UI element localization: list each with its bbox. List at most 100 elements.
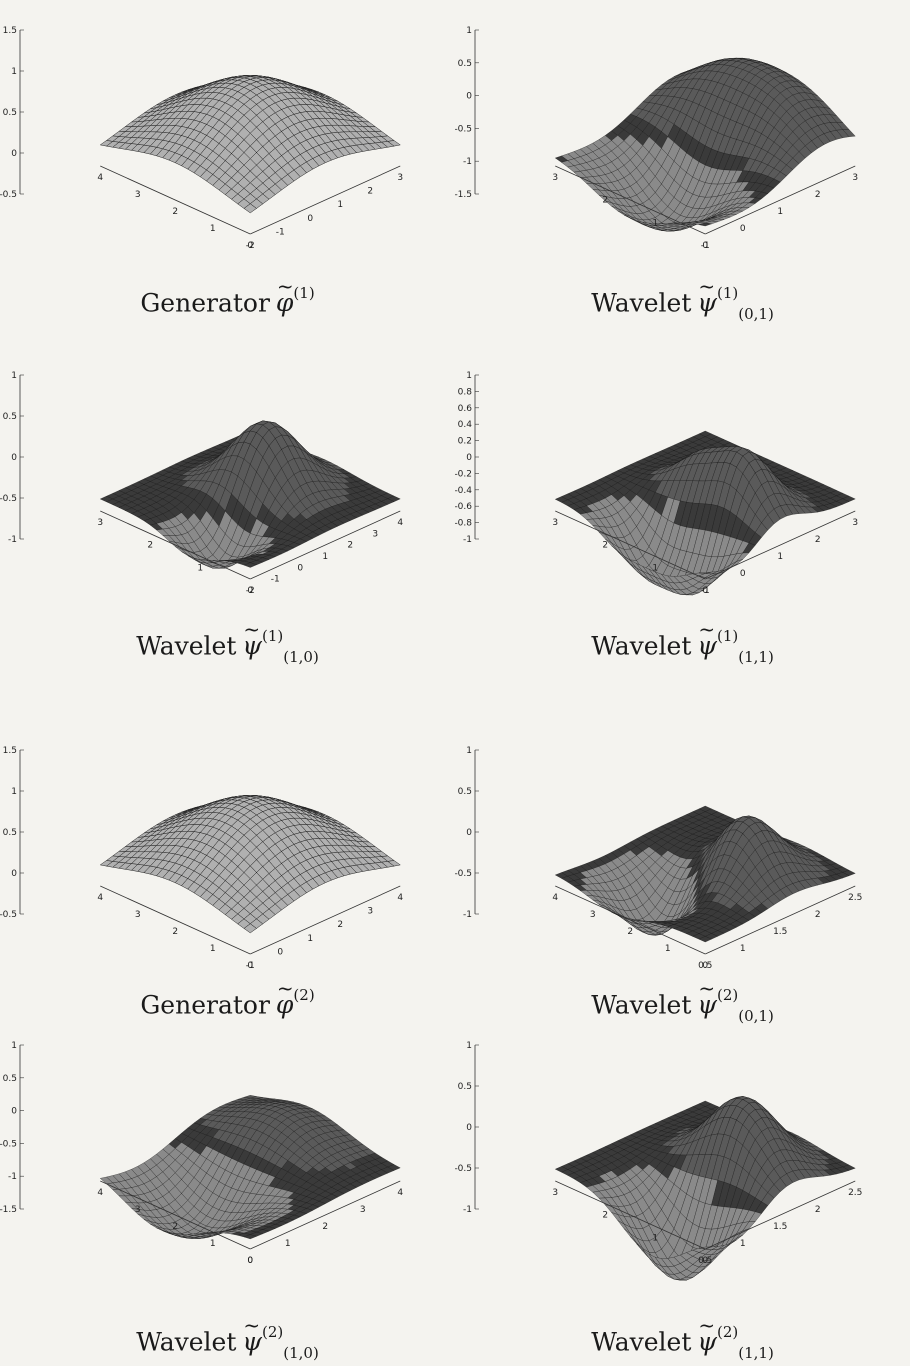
z-tick-label: 1 <box>11 787 17 797</box>
x-tick-label: 2 <box>815 1205 821 1215</box>
y-tick-label: 3 <box>552 173 558 183</box>
y-tick-label: 3 <box>552 1188 558 1198</box>
z-tick-label: 0.5 <box>3 412 17 422</box>
z-tick-label: 0.5 <box>458 1082 472 1092</box>
caption-label: Generator <box>140 288 270 317</box>
z-tick-label: -0.5 <box>0 910 17 920</box>
caption-symbol: ~φ <box>276 288 294 318</box>
caption-subscript: (1,0) <box>283 648 319 666</box>
x-tick-label: 1 <box>307 934 313 944</box>
z-tick-label: -1.5 <box>0 1205 17 1215</box>
x-tick-label: -1 <box>246 961 255 971</box>
y-tick-label: 3 <box>590 910 596 920</box>
figure-caption-3: Wavelet~ψ(1)(1,0) <box>0 625 455 670</box>
z-tick-label: -0.5 <box>0 1139 17 1149</box>
caption-subscript: (1,1) <box>738 1344 774 1362</box>
x-tick-label: 1 <box>322 552 328 562</box>
z-tick-label: -1 <box>463 535 472 545</box>
caption-superscript: (2) <box>717 986 738 1004</box>
z-tick-label: -0.5 <box>455 869 472 879</box>
caption-superscript: (2) <box>262 1323 283 1341</box>
caption-label: Wavelet <box>591 1327 691 1356</box>
y-tick-label: 3 <box>135 910 141 920</box>
surface-mesh <box>100 75 400 213</box>
x-tick-label: 4 <box>397 518 403 528</box>
caption-subscript: (1,0) <box>283 1344 319 1362</box>
z-tick-label: -1 <box>8 1172 17 1182</box>
y-tick-label: 1 <box>652 218 658 228</box>
x-tick-label: 0 <box>277 947 283 957</box>
caption-superscript: (2) <box>717 1323 738 1341</box>
x-tick-label: 2 <box>337 920 343 930</box>
x-tick-label: 4 <box>397 1188 403 1198</box>
x-tick-label: 0.5 <box>698 1256 712 1266</box>
z-tick-label: 0.2 <box>458 437 472 447</box>
y-tick-label: 3 <box>135 190 141 200</box>
caption-superscript: (1) <box>293 284 314 302</box>
x-tick-label: 1.5 <box>773 1222 787 1232</box>
z-tick-label: -0.5 <box>0 190 17 200</box>
z-tick-label: 0 <box>466 453 472 463</box>
x-tick-label: 1 <box>285 1239 291 1249</box>
x-tick-label: 2 <box>815 190 821 200</box>
x-tick-label: 2 <box>347 541 353 551</box>
z-tick-label: 0.5 <box>3 1074 17 1084</box>
x-tick-label: 1 <box>777 207 783 217</box>
z-tick-label: -1.5 <box>455 190 472 200</box>
x-tick-label: 1 <box>337 200 343 210</box>
caption-label: Wavelet <box>136 631 236 660</box>
caption-subscript: (1,1) <box>738 648 774 666</box>
x-tick-label: 2.5 <box>848 893 862 903</box>
x-tick-label: 0 <box>740 224 746 234</box>
surface-mesh <box>555 1096 855 1280</box>
y-tick-label: 2 <box>627 927 633 937</box>
z-tick-label: 1 <box>466 371 472 381</box>
z-tick-label: 0 <box>11 453 17 463</box>
z-tick-label: 1 <box>11 1041 17 1051</box>
x-tick-label: 0 <box>740 569 746 579</box>
z-tick-label: 0.5 <box>3 108 17 118</box>
y-tick-label: 1 <box>210 1239 216 1249</box>
caption-symbol: ~ψ <box>242 1327 262 1357</box>
x-tick-label: -2 <box>246 586 255 596</box>
y-tick-label: 2 <box>172 927 178 937</box>
x-tick-label: 0.5 <box>698 961 712 971</box>
x-tick-label: 1 <box>777 552 783 562</box>
x-tick-label: 3 <box>852 518 858 528</box>
x-tick-label: 0 <box>247 1256 253 1266</box>
x-tick-label: -1 <box>276 227 285 237</box>
caption-subscript: (0,1) <box>738 305 774 323</box>
caption-label: Wavelet <box>591 631 691 660</box>
z-tick-label: -0.5 <box>455 1164 472 1174</box>
y-tick-label: 1 <box>652 563 658 573</box>
x-tick-label: -1 <box>271 575 280 585</box>
z-tick-label: 0 <box>466 828 472 838</box>
x-tick-label: 4 <box>397 893 403 903</box>
surface-mesh <box>555 58 855 231</box>
x-tick-label: 3 <box>397 173 403 183</box>
z-tick-label: 1.5 <box>3 26 17 36</box>
caption-superscript: (1) <box>717 627 738 645</box>
figure-caption-7: Wavelet~ψ(2)(1,0) <box>0 1321 455 1366</box>
z-tick-label: 0 <box>466 1123 472 1133</box>
y-tick-label: 2 <box>172 207 178 217</box>
z-tick-label: -0.2 <box>455 469 472 479</box>
y-tick-label: 4 <box>97 173 103 183</box>
caption-superscript: (2) <box>293 986 314 1004</box>
y-tick-label: 3 <box>135 1205 141 1215</box>
y-tick-label: 2 <box>602 541 608 551</box>
z-tick-label: 1 <box>11 371 17 381</box>
figure-caption-4: Wavelet~ψ(1)(1,1) <box>455 625 910 670</box>
x-tick-label: 0 <box>297 563 303 573</box>
caption-superscript: (1) <box>262 627 283 645</box>
x-tick-label: 1 <box>740 1239 746 1249</box>
y-tick-label: 2 <box>172 1222 178 1232</box>
x-tick-label: 3 <box>360 1205 366 1215</box>
